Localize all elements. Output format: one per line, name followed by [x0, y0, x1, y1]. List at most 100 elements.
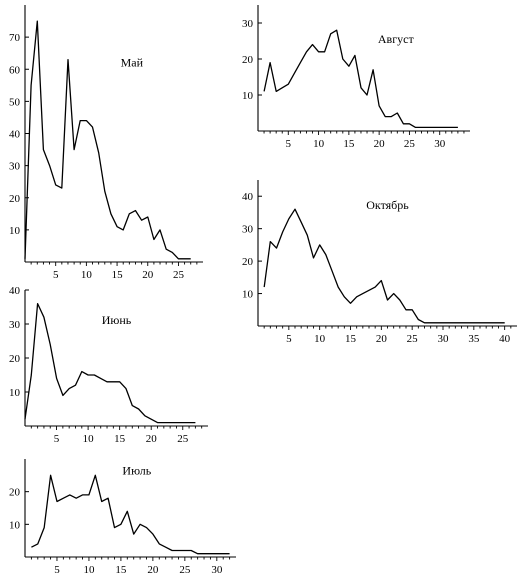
data-point: [31, 85, 32, 86]
data-point: [455, 322, 456, 323]
x-tick-label: 25: [407, 333, 419, 345]
data-point: [86, 120, 87, 121]
data-point: [76, 498, 77, 499]
data-point: [61, 188, 62, 189]
data-point: [430, 322, 431, 323]
data-point: [391, 116, 392, 117]
y-tick-label: 40: [242, 191, 254, 203]
data-point: [108, 498, 109, 499]
data-point: [176, 422, 177, 423]
data-point: [223, 553, 224, 554]
y-tick-label: 20: [9, 353, 21, 365]
data-point: [116, 226, 117, 227]
data-point: [159, 229, 160, 230]
data-point: [88, 374, 89, 375]
data-point: [412, 309, 413, 310]
data-point: [37, 303, 38, 304]
data-point: [439, 127, 440, 128]
data-point: [104, 191, 105, 192]
data-point: [182, 422, 183, 423]
data-point: [152, 534, 153, 535]
data-point: [94, 374, 95, 375]
x-tick-label: 25: [173, 269, 185, 281]
data-point: [288, 218, 289, 219]
data-point: [498, 322, 499, 323]
x-tick-label: 20: [374, 138, 386, 150]
y-tick-label: 50: [9, 96, 21, 108]
data-point: [113, 381, 114, 382]
data-point: [348, 66, 349, 67]
data-point: [159, 543, 160, 544]
chart-title-october: Октябрь: [366, 198, 409, 212]
chart-panel-june: 10 20 30 40 5 10 15 20 25 Июнь: [9, 285, 208, 445]
data-point: [319, 244, 320, 245]
x-tick-label: 30: [438, 333, 450, 345]
data-point: [270, 62, 271, 63]
y-tick-label: 10: [9, 519, 21, 531]
y-tick-label: 10: [9, 387, 21, 399]
x-tick-label: 10: [83, 433, 95, 445]
y-tick-label: 30: [242, 224, 254, 236]
data-point: [492, 322, 493, 323]
data-point: [467, 322, 468, 323]
y-tick-label: 40: [9, 285, 21, 297]
data-point: [368, 290, 369, 291]
data-point: [178, 550, 179, 551]
data-point: [135, 210, 136, 211]
data-point: [50, 475, 51, 476]
data-point: [170, 422, 171, 423]
data-point: [24, 419, 25, 420]
y-tick-label: 70: [9, 32, 21, 44]
data-point: [457, 127, 458, 128]
data-point: [330, 33, 331, 34]
data-point: [178, 258, 179, 259]
data-point: [403, 123, 404, 124]
chart-panel-july: 10 20 5 10 15 20 25 30 Июль: [9, 459, 236, 576]
data-point: [324, 51, 325, 52]
x-tick-label: 35: [468, 333, 480, 345]
data-point: [360, 87, 361, 88]
data-point: [62, 395, 63, 396]
data-point: [362, 293, 363, 294]
data-point: [387, 299, 388, 300]
y-tick-label: 30: [9, 161, 21, 173]
x-tick-label: 10: [83, 564, 95, 576]
x-tick-label: 5: [286, 333, 292, 345]
y-tick-label: 10: [242, 289, 254, 301]
x-tick-label: 30: [434, 138, 446, 150]
x-tick-label: 20: [146, 433, 158, 445]
x-tick-label: 5: [54, 564, 60, 576]
data-point: [43, 149, 44, 150]
data-point: [229, 553, 230, 554]
chart-title-august: Август: [378, 32, 415, 46]
data-point: [300, 62, 301, 63]
y-tick-label: 60: [9, 64, 21, 76]
x-tick-label: 15: [345, 333, 357, 345]
data-point: [24, 258, 25, 259]
data-point: [301, 222, 302, 223]
y-tick-label: 40: [9, 129, 21, 141]
data-point: [418, 319, 419, 320]
x-tick-label: 25: [177, 433, 189, 445]
data-point: [172, 252, 173, 253]
series-line-october: [263, 208, 505, 324]
chart-title-july: Июль: [122, 464, 151, 478]
data-point: [294, 73, 295, 74]
data-point: [409, 123, 410, 124]
data-point: [449, 322, 450, 323]
data-point: [473, 322, 474, 323]
data-point: [132, 405, 133, 406]
data-point: [312, 44, 313, 45]
data-point: [31, 374, 32, 375]
data-point: [354, 55, 355, 56]
data-point: [393, 293, 394, 294]
data-point: [210, 553, 211, 554]
x-tick-label: 20: [142, 269, 154, 281]
data-point: [75, 385, 76, 386]
x-tick-label: 15: [343, 138, 355, 150]
x-tick-label: 25: [404, 138, 416, 150]
data-point: [82, 494, 83, 495]
data-point: [313, 257, 314, 258]
data-point: [344, 296, 345, 297]
